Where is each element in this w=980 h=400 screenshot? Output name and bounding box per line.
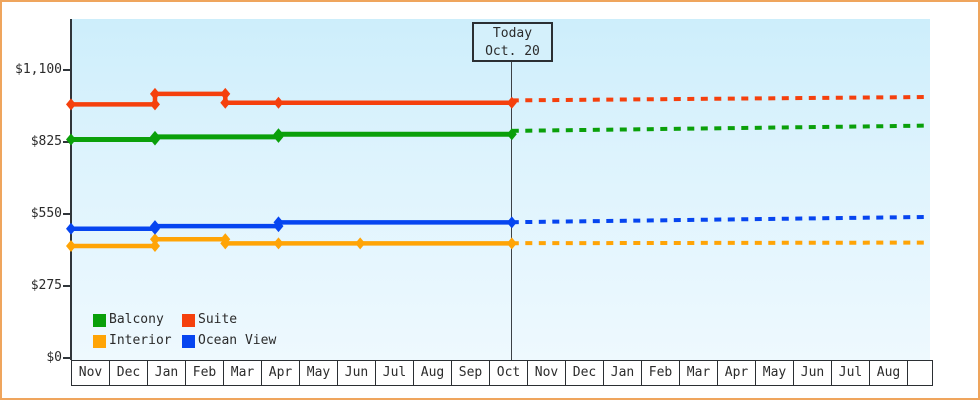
y-tick-label: $1,100 [15,62,62,77]
x-axis-month-cell-jan-14: Jan [604,361,642,385]
legend-swatch [182,313,195,327]
data-point-ocean-view [506,216,517,229]
today-label: Today [492,26,533,41]
legend-item-suite: Suite [182,312,237,328]
y-axis-tick [63,213,71,216]
y-axis-tick [63,285,71,288]
today-annotation-box: Today Oct. 20 [472,22,553,62]
plot-area [72,19,930,360]
x-axis-month-cell-apr-5: Apr [262,361,300,385]
x-axis-month-cell-jul-20: Jul [832,361,870,385]
data-point-interior [149,240,160,253]
data-point-interior [273,237,284,250]
data-point-interior [149,233,160,246]
data-point-ocean-view [273,216,284,229]
series-line-ocean-view [71,220,512,231]
y-axis-tick [63,141,71,144]
y-tick-label: $550 [30,206,62,222]
data-point-suite [149,87,160,100]
series-forecast-balcony [511,123,930,133]
x-axis-month-cell-jun-7: Jun [338,361,376,385]
series-forecast-suite [511,95,930,103]
data-point-suite [66,98,76,111]
y-axis-tick [63,69,71,71]
x-axis-month-cell-dec-13: Dec [566,361,604,385]
series-forecast-interior [511,240,930,246]
data-point-suite [149,98,160,111]
legend-swatch [93,313,106,327]
data-point-balcony [66,133,76,146]
series-lines [66,87,930,253]
data-point-interior [66,240,76,253]
series-line-suite [71,91,512,107]
legend-label: Ocean View [198,333,277,348]
x-axis-month-cell-feb-3: Feb [186,361,224,385]
x-axis-month-cell-apr-17: Apr [718,361,756,385]
today-line [511,61,512,360]
data-point-interior [355,237,366,250]
series-line-interior [71,236,512,249]
y-axis-line [70,19,72,360]
data-point-suite [220,96,231,109]
data-point-balcony [273,128,284,141]
data-point-balcony [149,130,160,143]
x-axis-month-cell-nov-0: Nov [72,361,110,385]
data-point-balcony [506,128,517,141]
legend-swatch [182,334,195,348]
data-point-ocean-view [66,222,76,235]
data-point-suite [273,96,284,109]
legend-label: Suite [198,312,238,327]
x-axis-month-cell-mar-4: Mar [224,361,262,385]
x-axis-month-cell-mar-16: Mar [680,361,718,385]
legend-item-ocean-view: Ocean View [182,333,276,349]
x-axis-month-cell-dec-1: Dec [110,361,148,385]
x-axis-month-cell-sep-10: Sep [452,361,490,385]
legend-swatch [93,334,106,348]
legend-label: Interior [109,333,172,348]
y-tick-label: $0 [46,350,62,365]
x-axis-empty-cell [908,361,932,385]
data-point-interior [220,237,231,250]
x-axis-month-cell-feb-15: Feb [642,361,680,385]
legend-item-balcony: Balcony [93,312,164,328]
data-point-ocean-view [149,220,160,233]
series-line-balcony [71,131,512,142]
data-point-interior [506,237,517,250]
x-axis-month-cell-nov-12: Nov [528,361,566,385]
legend-label: Balcony [109,312,164,327]
x-axis-month-cell-jul-8: Jul [376,361,414,385]
x-axis-month-cell-may-6: May [300,361,338,385]
legend-item-interior: Interior [93,333,172,349]
series-forecast-ocean-view [511,214,930,225]
x-axis: Nov Dec Jan Feb Mar Apr May Jun Jul Aug Sep Oct Nov D… [71,360,933,386]
x-axis-month-cell-aug-21: Aug [870,361,908,385]
x-axis-month-cell-may-18: May [756,361,794,385]
data-point-suite [506,96,517,109]
x-axis-month-cell-aug-9: Aug [414,361,452,385]
x-axis-month-cell-jan-2: Jan [148,361,186,385]
data-point-suite [220,87,231,100]
today-date-label: Oct. 20 [485,44,540,59]
x-axis-month-cell-oct-11: Oct [490,361,528,385]
y-tick-label: $825 [30,134,62,150]
y-axis-tick [63,357,71,359]
y-tick-label: $275 [30,278,62,294]
x-axis-month-cell-jun-19: Jun [794,361,832,385]
